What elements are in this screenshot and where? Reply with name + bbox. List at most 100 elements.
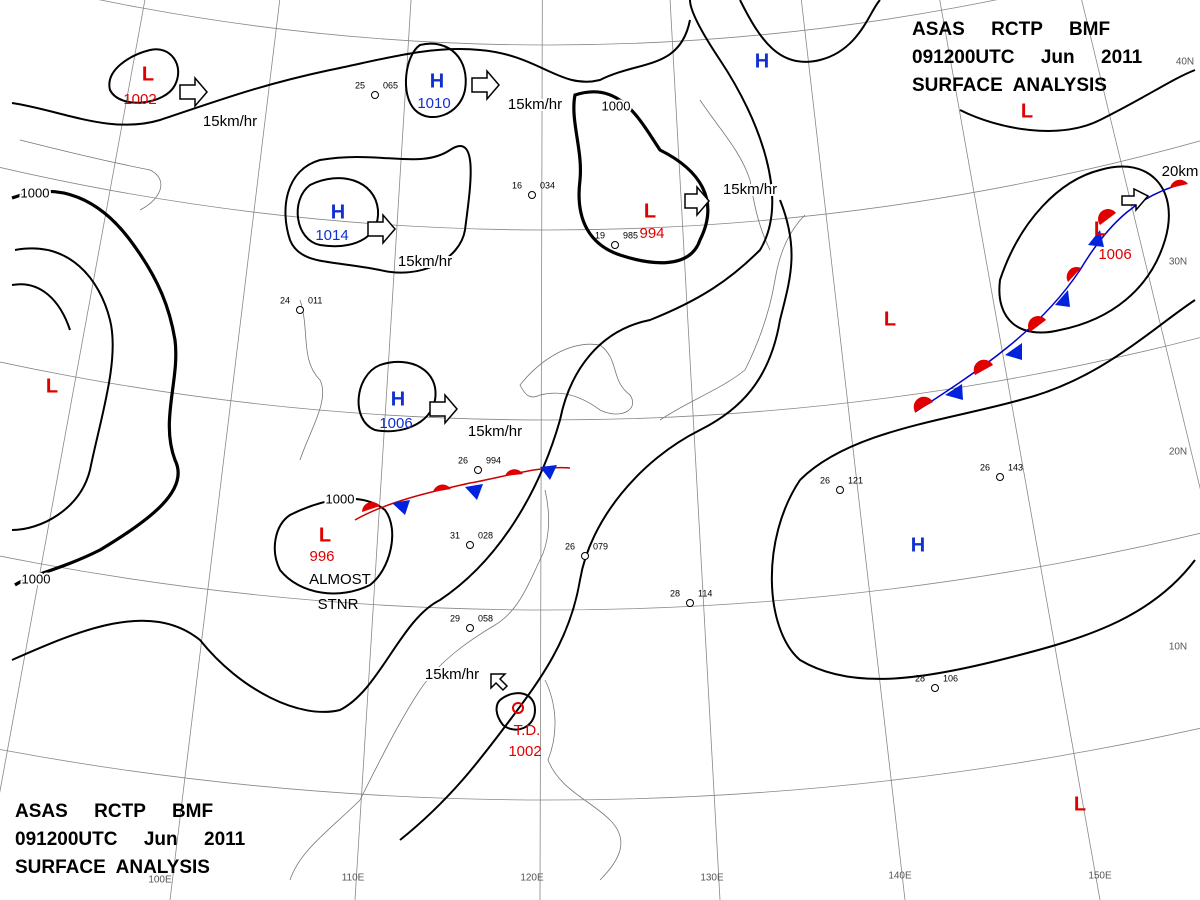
station-pressure: 011 (308, 295, 322, 305)
pressure-symbol: H (391, 388, 405, 410)
station-temp: 19 (595, 230, 605, 240)
motion-arrows (179, 68, 1150, 692)
pressure-symbol: L (1074, 793, 1086, 815)
pressure-symbol: L (884, 308, 896, 330)
station (931, 684, 939, 692)
header-line: ASAS RCTP BMF (15, 801, 213, 822)
station-temp: 26 (980, 462, 990, 472)
pressure-symbol: L (319, 524, 331, 546)
isobar-label: 1000 (326, 491, 355, 506)
motion-label: 15km/hr (468, 423, 522, 440)
station-pressure: 994 (486, 455, 501, 465)
motion-label: 20km (1162, 163, 1199, 180)
station-pressure: 143 (1008, 462, 1023, 472)
pressure-symbol: H (331, 201, 345, 223)
station (466, 624, 474, 632)
station-pressure: 121 (848, 475, 863, 485)
pressure-value: 994 (639, 225, 664, 242)
meridian (669, 0, 721, 900)
station (474, 466, 482, 474)
note: ALMOST (309, 571, 371, 588)
longitude-label: 140E (888, 871, 912, 882)
station-pressure: 985 (623, 230, 638, 240)
meridian (939, 0, 1101, 900)
pressure-value: 1010 (417, 95, 450, 112)
header-line: 091200UTC Jun 2011 (912, 47, 1143, 68)
station-temp: 16 (512, 180, 522, 190)
td-symbol (512, 702, 524, 714)
motion-label: 15km/hr (508, 96, 562, 113)
header-line: 091200UTC Jun 2011 (15, 829, 246, 850)
longitude-label: 130E (700, 873, 724, 884)
meridian (0, 0, 146, 794)
station (371, 91, 379, 99)
station (528, 191, 536, 199)
pressure-symbol: L (644, 200, 656, 222)
station (296, 306, 304, 314)
station (581, 552, 589, 560)
meridian (539, 0, 543, 900)
meridian (800, 0, 906, 900)
station (686, 599, 694, 607)
pressure-value: 996 (309, 548, 334, 565)
station (466, 541, 474, 549)
longitude-label: 150E (1088, 871, 1112, 882)
meridian (354, 0, 412, 900)
header-top-right: ASAS RCTP BMF 091200UTC Jun 2011 SURFACE… (912, 19, 1143, 96)
pressure-symbol: L (142, 63, 154, 85)
coastlines (19, 99, 806, 881)
fronts (354, 179, 1188, 521)
td-label: T.D. (514, 722, 541, 739)
station (996, 473, 1004, 481)
pressure-value: 1006 (1098, 246, 1131, 263)
station-temp: 28 (915, 673, 925, 683)
isobars (11, 0, 1196, 841)
note: STNR (318, 596, 359, 613)
pressure-symbol: L (1021, 100, 1033, 122)
station (836, 486, 844, 494)
latitude-label: 40N (1176, 57, 1194, 68)
station (611, 241, 619, 249)
station-temp: 26 (565, 541, 575, 551)
motion-label: 15km/hr (398, 253, 452, 270)
isobar-label: 1000 (21, 185, 50, 200)
motion-label: 15km/hr (203, 113, 257, 130)
meridian (169, 0, 281, 900)
pressure-symbol: H (430, 70, 444, 92)
station-pressure: 079 (593, 541, 608, 551)
isobar-label: 1000 (22, 571, 51, 586)
header-bottom-left: ASAS RCTP BMF 091200UTC Jun 2011 SURFACE… (15, 801, 246, 878)
station-temp: 29 (450, 613, 460, 623)
station-pressure: 058 (478, 613, 493, 623)
pressure-symbol: L (46, 375, 58, 397)
latitude-label: 30N (1169, 257, 1187, 268)
annotations: L 1002 H 1010 H 1014 L 994 H L L 1006 L L H 1006 L 996 H L T… (19, 50, 1200, 886)
longitude-label: 110E (342, 873, 365, 884)
station-pressure: 034 (540, 180, 555, 190)
station-pressure: 114 (698, 588, 712, 598)
header-line: SURFACE ANALYSIS (912, 75, 1107, 96)
td-value: 1002 (508, 743, 541, 760)
pressure-value: 1006 (379, 415, 412, 432)
pressure-symbol: H (911, 534, 925, 556)
station-temp: 31 (450, 530, 460, 540)
latitude-label: 10N (1169, 642, 1187, 653)
latitude-label: 20N (1169, 447, 1187, 458)
pressure-value: 1002 (123, 91, 156, 108)
station-temp: 25 (355, 80, 365, 90)
longitude-label: 120E (520, 873, 544, 884)
isobar-label: 1000 (602, 98, 631, 113)
station-pressure: 106 (943, 673, 958, 683)
station-pressure: 028 (478, 530, 493, 540)
pressure-value: 1014 (315, 227, 348, 244)
station-temp: 28 (670, 588, 680, 598)
header-line: SURFACE ANALYSIS (15, 857, 210, 878)
meridian (1081, 0, 1200, 490)
header-line: ASAS RCTP BMF (912, 19, 1110, 40)
longitude-label: 100E (148, 875, 172, 886)
pressure-symbol: H (755, 50, 769, 72)
station-temp: 26 (820, 475, 830, 485)
station-pressure: 065 (383, 80, 398, 90)
